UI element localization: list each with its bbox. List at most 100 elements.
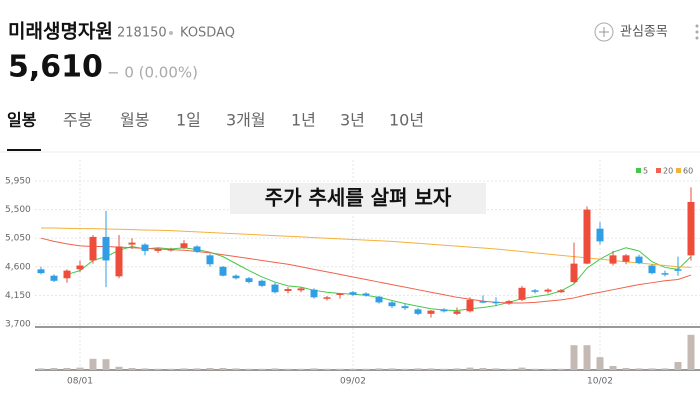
volume-bar xyxy=(219,368,227,370)
volume-bar xyxy=(544,368,552,370)
candle-body xyxy=(323,297,331,299)
volume-bar xyxy=(622,368,630,370)
volume-bar xyxy=(323,368,331,370)
candle-body xyxy=(557,290,565,293)
annotation: 주가 추세를 살펴 보자 xyxy=(265,186,452,210)
volume-bar xyxy=(336,368,344,370)
candle-body xyxy=(219,266,227,276)
candle-body xyxy=(115,246,123,277)
y-tick-label: 4,600 xyxy=(5,262,31,272)
candle-body xyxy=(635,256,643,263)
volume-bar xyxy=(167,368,175,370)
stock-code: 218150 xyxy=(117,26,167,41)
volume-bar xyxy=(76,367,84,370)
volume-bar xyxy=(375,368,383,370)
candle-body xyxy=(505,301,513,304)
candle-body xyxy=(440,309,448,312)
candle-body xyxy=(414,309,422,314)
watch-label[interactable]: 관심종목 xyxy=(620,25,668,40)
volume-bar xyxy=(180,368,188,370)
y-tick-label: 5,500 xyxy=(5,205,31,215)
candle-body xyxy=(687,201,695,256)
watch-button[interactable]: 관심종목 xyxy=(594,22,668,42)
more-menu[interactable] xyxy=(695,24,699,40)
volume-bar xyxy=(427,368,435,370)
volume-bar xyxy=(466,367,474,370)
x-tick-label: 08/01 xyxy=(67,377,93,387)
volume-bar xyxy=(492,368,500,370)
legend-swatch xyxy=(676,168,681,173)
candle-body xyxy=(232,275,240,279)
plus[interactable] xyxy=(599,27,609,37)
volume-bar xyxy=(453,368,461,370)
candle-body xyxy=(492,301,500,304)
candle-body xyxy=(206,255,214,265)
candle-body xyxy=(375,296,383,303)
volume-bar xyxy=(661,368,669,370)
y-tick-label: 5,050 xyxy=(5,234,31,244)
candle-body xyxy=(180,243,188,248)
tab[interactable]: 3개월 xyxy=(226,111,266,130)
candle-body xyxy=(518,287,526,300)
tab[interactable]: 주봉 xyxy=(63,111,92,130)
legend-label: 5 xyxy=(643,167,648,176)
candle-body xyxy=(466,299,474,312)
candle-body xyxy=(388,302,396,307)
legend-label: 60 xyxy=(683,167,693,176)
volume-bar xyxy=(89,358,97,370)
candle-body xyxy=(63,270,71,279)
volume-bar xyxy=(128,368,136,370)
candle-body xyxy=(609,255,617,264)
candle-body xyxy=(141,244,149,251)
candle-body xyxy=(258,280,266,286)
tab[interactable]: 1년 xyxy=(291,111,316,130)
tabs: 일봉 주봉 월봉 1일 3개월 1년 3년 10년 xyxy=(7,111,424,130)
price: 5,610 xyxy=(8,50,103,85)
volume-bar xyxy=(518,367,526,370)
volume-bar xyxy=(648,368,656,370)
volume-bar xyxy=(193,368,201,370)
volume-bar xyxy=(505,368,513,370)
tab[interactable]: 일봉 xyxy=(7,111,37,130)
tab[interactable]: 3년 xyxy=(340,111,365,130)
candle-body xyxy=(479,301,487,303)
candle-body xyxy=(362,293,370,296)
x-tick-label: 10/02 xyxy=(587,377,613,387)
y-tick-label: 3,700 xyxy=(5,320,31,330)
volume-bar xyxy=(37,368,45,370)
candle-body xyxy=(349,292,357,295)
candle-body xyxy=(570,263,578,283)
candle-body xyxy=(310,289,318,298)
candle-body xyxy=(154,249,162,251)
volume-bar xyxy=(232,368,240,370)
candle-body xyxy=(401,306,409,309)
candle-body xyxy=(167,249,175,251)
volume-bar xyxy=(349,368,357,370)
tab[interactable]: 월봉 xyxy=(120,111,149,130)
candle-body xyxy=(128,242,136,245)
volume-bar xyxy=(141,368,149,370)
legend-swatch xyxy=(656,168,661,173)
candle-body xyxy=(102,236,110,261)
volume-bar xyxy=(310,368,318,370)
tab[interactable]: 1일 xyxy=(176,111,201,130)
candle-body xyxy=(453,311,461,314)
candle-body xyxy=(271,284,279,293)
volume-bar xyxy=(401,368,409,370)
volume-bar xyxy=(115,366,123,370)
stock-name: 미래생명자원 xyxy=(8,21,113,43)
chart: 3,700 4,150 4,600 5,050 5,500 5,950 08/01 09/02… xyxy=(5,160,700,387)
plus-circle[interactable] xyxy=(594,22,614,42)
volume-bar xyxy=(479,368,487,370)
candle-body xyxy=(336,293,344,295)
volume-bar xyxy=(206,368,214,370)
candle-body xyxy=(89,236,97,261)
tab[interactable]: 10년 xyxy=(389,111,424,130)
volume-bar xyxy=(596,357,604,370)
volume-bar xyxy=(687,334,695,370)
candle-body xyxy=(622,255,630,262)
ma-line xyxy=(41,227,692,268)
volume-bar xyxy=(258,368,266,370)
candle-body xyxy=(648,265,656,274)
